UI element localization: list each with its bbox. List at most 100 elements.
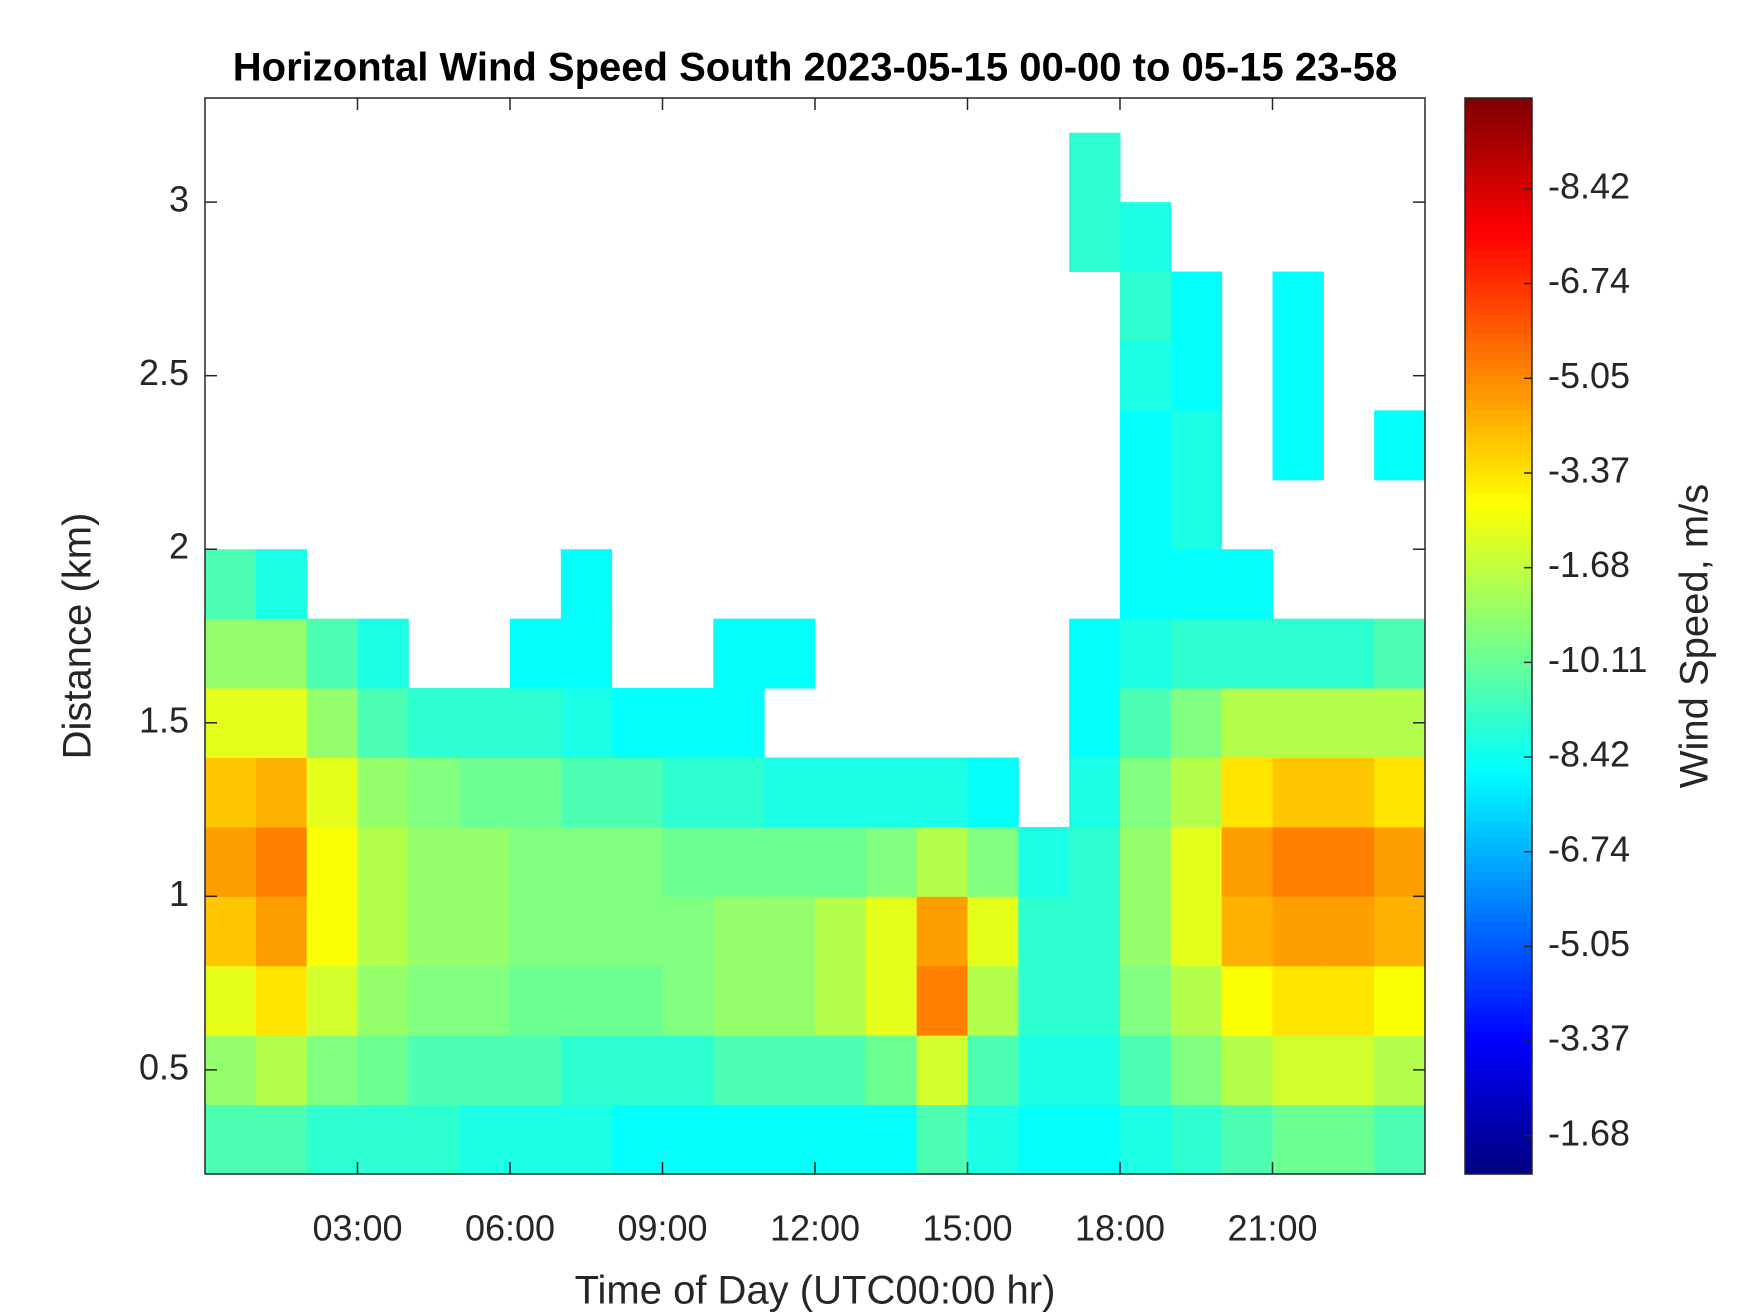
colorbar-swatch xyxy=(1465,787,1532,797)
colorbar-swatch xyxy=(1465,215,1532,225)
heatmap-cell xyxy=(306,1035,358,1106)
heatmap-cell xyxy=(764,896,816,967)
heatmap-cell xyxy=(1323,965,1375,1036)
heatmap-cell xyxy=(1272,757,1324,828)
heatmap-cell xyxy=(560,1035,613,1106)
colorbar-swatch xyxy=(1465,425,1532,435)
heatmap-cell xyxy=(1272,271,1324,342)
heatmap-cell xyxy=(1374,757,1426,828)
heatmap-cell xyxy=(1120,340,1172,411)
heatmap-cell xyxy=(865,965,918,1036)
heatmap-cell xyxy=(713,618,765,689)
colorbar-swatch xyxy=(1465,989,1532,999)
colorbar-tick-label: -8.42 xyxy=(1548,734,1630,775)
heatmap-cell xyxy=(713,896,765,967)
heatmap-cell xyxy=(1374,896,1426,967)
x-tick-label: 18:00 xyxy=(1075,1208,1165,1249)
colorbar-swatch xyxy=(1465,333,1532,343)
heatmap-cell xyxy=(1120,965,1172,1036)
colorbar-swatch xyxy=(1465,291,1532,301)
colorbar-swatch xyxy=(1465,1123,1532,1133)
heatmap-cell xyxy=(1221,826,1273,897)
colorbar-swatch xyxy=(1465,1064,1532,1074)
heatmap-cell xyxy=(306,1104,358,1175)
heatmap xyxy=(205,132,1426,1175)
colorbar-swatch xyxy=(1465,862,1532,872)
colorbar-swatch xyxy=(1465,148,1532,158)
colorbar: -8.42 -6.74 -5.05 -3.37 -1.68 -10.11 -8.42 -6.7… xyxy=(1464,97,1647,1175)
heatmap-cell xyxy=(1069,826,1121,897)
heatmap-cell xyxy=(205,965,257,1036)
colorbar-swatch xyxy=(1465,367,1532,377)
heatmap-cell xyxy=(459,826,511,897)
heatmap-cell xyxy=(764,618,816,689)
colorbar-swatch xyxy=(1465,182,1532,192)
colorbar-swatch xyxy=(1465,1022,1532,1032)
heatmap-cell xyxy=(1170,688,1223,758)
heatmap-cell xyxy=(1221,1035,1273,1106)
heatmap-cell xyxy=(967,965,1019,1036)
colorbar-swatch xyxy=(1465,476,1532,486)
heatmap-cell xyxy=(560,757,613,828)
heatmap-cell xyxy=(662,965,714,1036)
heatmap-cell xyxy=(611,896,663,967)
colorbar-tick-label: -5.05 xyxy=(1548,355,1630,396)
heatmap-cell xyxy=(306,618,358,689)
heatmap-cell xyxy=(205,896,257,967)
heatmap-cell xyxy=(713,757,765,828)
heatmap-cell xyxy=(1069,896,1121,967)
colorbar-swatch xyxy=(1465,198,1532,208)
colorbar-swatch xyxy=(1465,400,1532,410)
colorbar-swatch xyxy=(1465,535,1532,545)
heatmap-cell xyxy=(1272,1104,1324,1175)
colorbar-swatch xyxy=(1465,1115,1532,1125)
colorbar-swatch xyxy=(1465,1098,1532,1108)
heatmap-cell xyxy=(1272,618,1324,689)
colorbar-swatch xyxy=(1465,526,1532,536)
heatmap-cell xyxy=(815,896,867,967)
colorbar-swatch xyxy=(1465,1131,1532,1141)
colorbar-swatch xyxy=(1465,501,1532,511)
colorbar-swatch xyxy=(1465,467,1532,477)
heatmap-cell xyxy=(459,1104,511,1175)
heatmap-cell xyxy=(459,896,511,967)
colorbar-swatch xyxy=(1465,762,1532,772)
heatmap-cell xyxy=(357,965,409,1036)
colorbar-frame xyxy=(1464,97,1533,1175)
colorbar-swatch xyxy=(1465,795,1532,805)
heatmap-cell xyxy=(1018,1035,1070,1106)
heatmap-cell xyxy=(408,757,460,828)
heatmap-cell xyxy=(764,826,816,897)
heatmap-cell xyxy=(510,896,562,967)
colorbar-swatch xyxy=(1465,249,1532,259)
colorbar-swatch xyxy=(1465,619,1532,629)
colorbar-swatch xyxy=(1465,905,1532,915)
colorbar-swatch xyxy=(1465,778,1532,788)
heatmap-cell xyxy=(560,688,613,758)
heatmap-cell xyxy=(1018,896,1070,967)
colorbar-swatch xyxy=(1465,1056,1532,1066)
heatmap-cell xyxy=(1120,896,1172,967)
colorbar-swatch xyxy=(1465,493,1532,503)
colorbar-swatch xyxy=(1465,1089,1532,1099)
heatmap-cell xyxy=(1323,1035,1375,1106)
heatmap-cell xyxy=(1221,965,1273,1036)
heatmap-cell xyxy=(1069,1035,1121,1106)
colorbar-swatch xyxy=(1465,1014,1532,1024)
heatmap-cell xyxy=(865,1104,918,1175)
colorbar-swatch xyxy=(1465,350,1532,360)
colorbar-tick-label: -10.11 xyxy=(1548,639,1647,680)
heatmap-cell xyxy=(1170,757,1223,828)
colorbar-swatch xyxy=(1465,131,1532,141)
colorbar-swatch xyxy=(1465,409,1532,419)
heatmap-cell xyxy=(1221,1104,1273,1175)
colorbar-swatch xyxy=(1465,1081,1532,1091)
colorbar-swatch xyxy=(1465,888,1532,898)
heatmap-cell xyxy=(1018,965,1070,1036)
heatmap-cell xyxy=(1120,1104,1172,1175)
colorbar-swatch xyxy=(1465,341,1532,351)
heatmap-cell xyxy=(459,965,511,1036)
x-tick-label: 06:00 xyxy=(465,1208,555,1249)
heatmap-cell xyxy=(1120,479,1172,550)
colorbar-tick-label: -3.37 xyxy=(1548,450,1630,491)
